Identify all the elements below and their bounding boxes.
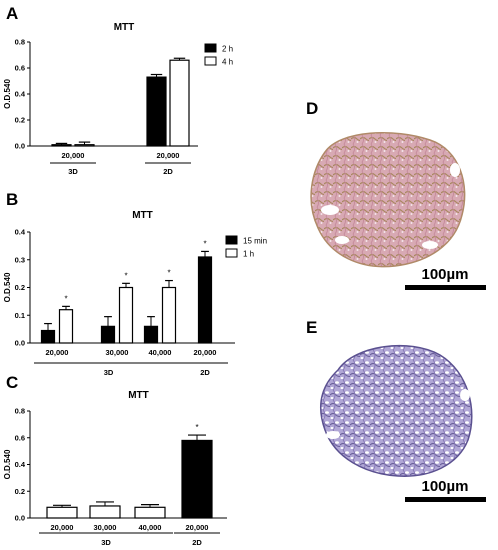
bar bbox=[181, 439, 213, 519]
legend-label: 15 min bbox=[243, 237, 267, 246]
panel-label-c: C bbox=[6, 373, 18, 392]
bar bbox=[134, 506, 166, 519]
section-label: 2D bbox=[200, 368, 210, 377]
legend-swatch bbox=[204, 56, 217, 66]
scale-bar-e bbox=[405, 497, 486, 502]
bar bbox=[40, 329, 56, 344]
significance-star: * bbox=[203, 239, 206, 248]
group-label: 30,000 bbox=[94, 523, 117, 532]
section-label: 3D bbox=[68, 167, 78, 176]
y-tick-label: 0.0 bbox=[15, 514, 25, 523]
y-tick-label: 0.1 bbox=[15, 311, 25, 320]
group-label: 40,000 bbox=[149, 348, 172, 357]
section-label: 3D bbox=[101, 538, 111, 547]
bar bbox=[89, 505, 121, 519]
legend-swatch bbox=[225, 248, 238, 258]
significance-star: * bbox=[124, 271, 127, 280]
y-tick-label: 0.6 bbox=[15, 433, 25, 442]
chart-c: MTT 0.0 0.2 0.4 0.6 0.8 O.D.540 20,000 30,000 40,… bbox=[3, 390, 227, 547]
chart-title: MTT bbox=[132, 210, 153, 221]
group-label: 40,000 bbox=[139, 523, 162, 532]
bar bbox=[51, 144, 72, 147]
bar bbox=[100, 325, 116, 344]
panel-label-e: E bbox=[306, 318, 317, 337]
bar bbox=[197, 256, 213, 344]
significance-star: * bbox=[64, 294, 67, 303]
bar bbox=[58, 309, 74, 344]
y-tick-label: 0.4 bbox=[15, 228, 26, 237]
group-label: 30,000 bbox=[106, 348, 129, 357]
y-tick-label: 0.2 bbox=[15, 116, 25, 125]
bar bbox=[143, 325, 159, 344]
legend-swatch bbox=[204, 43, 217, 53]
panel-label-b: B bbox=[6, 190, 18, 209]
y-tick-label: 0.8 bbox=[15, 38, 25, 47]
bar bbox=[46, 506, 78, 519]
chart-a: MTT 0.0 0.2 0.4 0.6 0.8 O.D.540 20,000 20,000 3D 2… bbox=[3, 22, 233, 176]
section-label: 2D bbox=[163, 167, 173, 176]
y-axis-label: O.D.540 bbox=[3, 449, 12, 479]
group-label: 20,000 bbox=[186, 523, 209, 532]
section-label: 3D bbox=[104, 368, 114, 377]
scale-bar-d bbox=[405, 285, 486, 290]
panel-label-a: A bbox=[6, 4, 18, 23]
panel-label-d: D bbox=[306, 99, 318, 118]
y-tick-label: 0.6 bbox=[15, 64, 25, 73]
significance-star: * bbox=[195, 423, 198, 432]
significance-star: * bbox=[167, 269, 170, 278]
chart-title: MTT bbox=[128, 390, 149, 401]
chart-title: MTT bbox=[114, 22, 135, 33]
group-label: 20,000 bbox=[46, 348, 69, 357]
y-tick-label: 0.8 bbox=[15, 407, 25, 416]
group-label: 20,000 bbox=[194, 348, 217, 357]
legend-swatch bbox=[225, 235, 238, 245]
bar bbox=[74, 144, 95, 147]
y-tick-label: 0.4 bbox=[15, 90, 26, 99]
section-label: 2D bbox=[192, 538, 202, 547]
spheroid-image-d bbox=[310, 132, 466, 268]
y-tick-label: 0.2 bbox=[15, 487, 25, 496]
y-tick-label: 0.4 bbox=[15, 460, 26, 469]
group-label: 20,000 bbox=[157, 151, 180, 160]
y-tick-label: 0.2 bbox=[15, 283, 25, 292]
y-axis-label: O.D.540 bbox=[3, 272, 12, 302]
bar bbox=[146, 76, 167, 147]
bar bbox=[118, 286, 134, 344]
group-label: 20,000 bbox=[62, 151, 85, 160]
y-axis-label: O.D.540 bbox=[3, 79, 12, 109]
y-tick-label: 0.0 bbox=[15, 339, 25, 348]
bar bbox=[169, 59, 190, 147]
y-tick-label: 0.3 bbox=[15, 255, 25, 264]
legend-label: 1 h bbox=[243, 250, 254, 259]
chart-b: MTT 0.0 0.1 0.2 0.3 0.4 O.D.540 * 20,000 * 30,000 *… bbox=[3, 210, 267, 377]
group-label: 20,000 bbox=[51, 523, 74, 532]
scale-bar-label-d: 100µm bbox=[421, 266, 468, 283]
legend-label: 4 h bbox=[222, 58, 233, 67]
y-tick-label: 0.0 bbox=[15, 142, 25, 151]
legend-label: 2 h bbox=[222, 45, 233, 54]
bar bbox=[161, 286, 177, 344]
scale-bar-label-e: 100µm bbox=[421, 478, 468, 495]
spheroid-image-e bbox=[320, 344, 473, 477]
